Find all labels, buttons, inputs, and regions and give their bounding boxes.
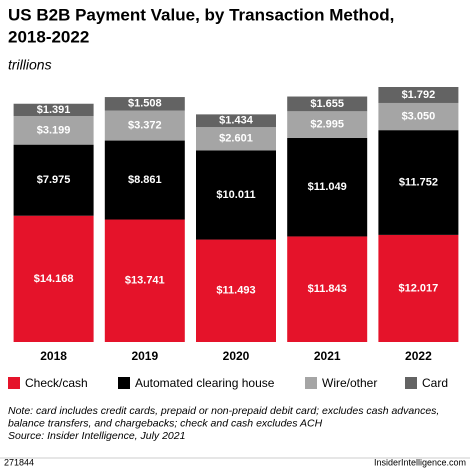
legend-label: Check/cash <box>25 376 88 390</box>
bar-segment <box>378 102 459 131</box>
bar-segment <box>104 97 185 111</box>
bar-segment <box>104 140 185 220</box>
bar-segment <box>196 150 276 240</box>
data-label: $12.017 <box>399 282 439 294</box>
bar-segment <box>104 110 185 141</box>
data-label: $3.199 <box>37 124 71 136</box>
chart-title: 2018-2022 <box>8 27 89 46</box>
legend-label: Automated clearing house <box>135 376 275 390</box>
legend-label: Wire/other <box>322 376 377 390</box>
data-label: $11.843 <box>308 283 347 295</box>
data-label: $11.493 <box>216 285 255 297</box>
bar-segment <box>287 111 368 138</box>
bar-segment <box>13 116 94 145</box>
data-label: $2.995 <box>310 119 344 131</box>
x-tick-label: 2022 <box>405 349 432 363</box>
note: balance transfers, and chargebacks; chec… <box>8 417 323 429</box>
data-label: $8.861 <box>128 174 162 186</box>
bar-segment <box>378 87 459 103</box>
data-label: $3.372 <box>128 119 162 131</box>
legend-swatch <box>8 377 20 389</box>
data-label: $10.011 <box>216 189 255 201</box>
bar-segment <box>13 103 94 117</box>
data-label: $13.741 <box>125 275 165 287</box>
data-label: $1.434 <box>219 115 254 127</box>
chart-id: 271844 <box>4 457 34 467</box>
bar-segment <box>104 219 185 342</box>
bar-segment <box>287 96 368 112</box>
x-tick-label: 2020 <box>223 349 250 363</box>
chart-title: US B2B Payment Value, by Transaction Met… <box>8 5 394 24</box>
data-label: $1.391 <box>37 104 71 116</box>
bar-segment <box>378 234 459 342</box>
bar-segment <box>378 130 459 235</box>
x-tick-label: 2019 <box>131 349 158 363</box>
data-label: $2.601 <box>219 133 253 145</box>
bar-segment <box>196 127 276 151</box>
data-label: $7.975 <box>37 174 71 186</box>
brand: InsiderIntelligence.com <box>374 457 466 467</box>
legend-swatch <box>118 377 130 389</box>
legend-label: Card <box>422 376 448 390</box>
bar-segment <box>13 144 94 216</box>
x-tick-label: 2021 <box>314 349 341 363</box>
bar-segment <box>196 239 276 342</box>
legend-swatch <box>305 377 317 389</box>
bar-segment <box>287 236 368 342</box>
note: Note: card includes credit cards, prepai… <box>8 405 439 417</box>
data-label: $11.752 <box>399 176 438 188</box>
bar-segment <box>196 114 276 128</box>
data-label: $1.792 <box>402 89 436 101</box>
data-label: $1.655 <box>310 98 344 110</box>
data-label: $14.168 <box>34 273 74 285</box>
bar-segment <box>287 137 368 237</box>
subtitle: trillions <box>8 57 52 73</box>
data-label: $3.050 <box>402 110 436 122</box>
x-tick-label: 2018 <box>40 349 67 363</box>
bar-segment <box>13 215 94 342</box>
note: Source: Insider Intelligence, July 2021 <box>8 430 185 442</box>
data-label: $1.508 <box>128 98 162 110</box>
data-label: $11.049 <box>308 181 347 193</box>
legend-swatch <box>405 377 417 389</box>
